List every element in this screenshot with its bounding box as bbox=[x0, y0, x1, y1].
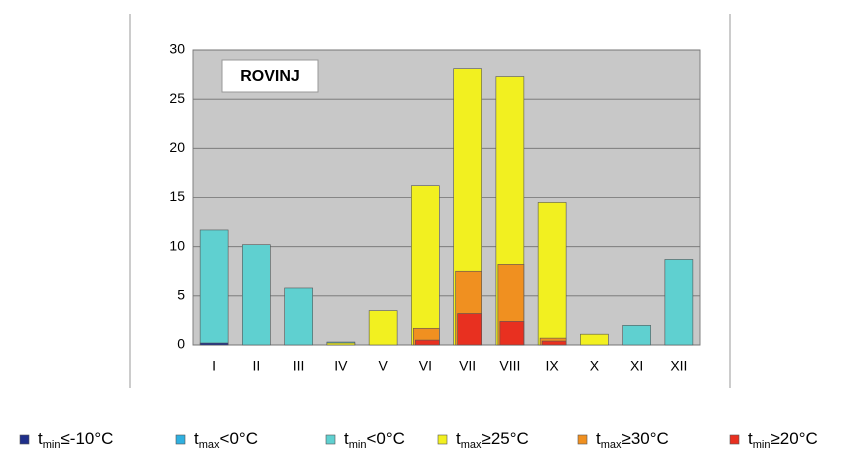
chart-title: ROVINJ bbox=[240, 68, 300, 85]
x-tick-label: VIII bbox=[499, 358, 520, 374]
bar bbox=[368, 310, 398, 346]
x-tick-label: I bbox=[212, 358, 216, 374]
bar bbox=[457, 313, 482, 346]
y-tick-label: 10 bbox=[169, 237, 185, 253]
x-tick-label: V bbox=[378, 358, 388, 374]
y-tick-label: 20 bbox=[169, 139, 185, 155]
bar bbox=[664, 259, 694, 346]
bar bbox=[326, 342, 356, 346]
bar bbox=[242, 244, 271, 346]
bar bbox=[580, 333, 609, 346]
bar bbox=[415, 339, 440, 346]
y-tick-label: 0 bbox=[177, 336, 185, 352]
x-tick-label: III bbox=[293, 358, 305, 374]
x-tick-label: IX bbox=[546, 358, 560, 374]
legend-label: tmax≥30°C bbox=[596, 429, 669, 450]
legend-label: tmax<0°C bbox=[194, 429, 258, 450]
legend-swatch bbox=[175, 434, 186, 445]
y-tick-label: 30 bbox=[169, 41, 185, 57]
legend-swatch bbox=[19, 434, 30, 445]
x-tick-label: VII bbox=[459, 358, 476, 374]
legend-swatch bbox=[729, 434, 740, 445]
y-tick-label: 15 bbox=[169, 188, 185, 204]
x-tick-label: X bbox=[590, 358, 600, 374]
bar bbox=[284, 287, 313, 346]
legend-label: tmax≥25°C bbox=[456, 429, 529, 450]
title-box bbox=[221, 59, 319, 93]
bar bbox=[541, 340, 567, 346]
x-tick-label: XI bbox=[630, 358, 643, 374]
x-tick-label: II bbox=[252, 358, 260, 374]
legend-swatch bbox=[577, 434, 588, 445]
x-tick-label: XII bbox=[670, 358, 687, 374]
x-tick-label: IV bbox=[334, 358, 348, 374]
y-tick-label: 25 bbox=[169, 90, 185, 106]
y-tick-label: 5 bbox=[177, 287, 185, 303]
bar bbox=[199, 342, 229, 346]
bar bbox=[199, 229, 229, 346]
legend-label: tmin≤-10°C bbox=[38, 429, 113, 450]
legend-swatch bbox=[325, 434, 336, 445]
x-tick-label: VI bbox=[419, 358, 432, 374]
bar bbox=[622, 325, 651, 346]
bar bbox=[499, 321, 525, 346]
bar bbox=[411, 185, 440, 346]
legend-label: tmin≥20°C bbox=[748, 429, 818, 450]
legend-swatch bbox=[437, 434, 448, 445]
legend-label: tmin<0°C bbox=[344, 429, 405, 450]
bar bbox=[537, 202, 567, 346]
